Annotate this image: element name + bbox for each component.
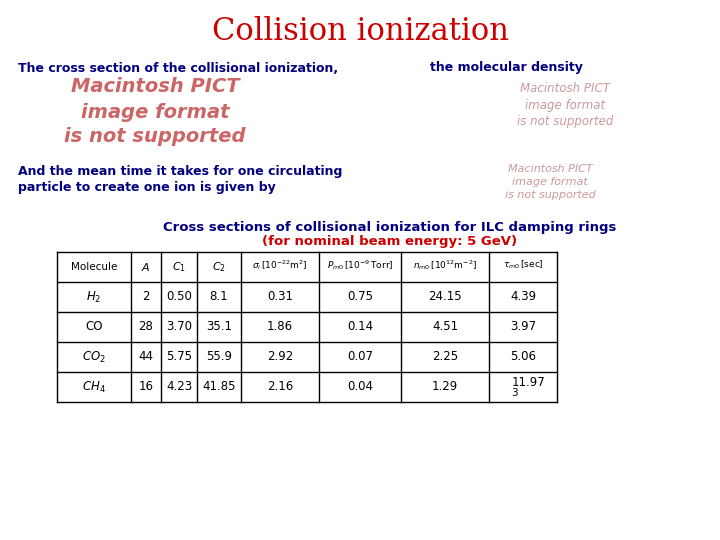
Text: 11.97: 11.97 <box>512 375 546 388</box>
Text: 1.29: 1.29 <box>432 381 458 394</box>
Text: $C_1$: $C_1$ <box>172 260 186 274</box>
Text: 2.92: 2.92 <box>267 350 293 363</box>
Text: 41.85: 41.85 <box>202 381 235 394</box>
Text: 5.75: 5.75 <box>166 350 192 363</box>
Text: 0.14: 0.14 <box>347 321 373 334</box>
Text: 4.39: 4.39 <box>510 291 536 303</box>
Text: $n_{m0}\,[10^{12}{\rm m}^{-2}]$: $n_{m0}\,[10^{12}{\rm m}^{-2}]$ <box>413 258 477 272</box>
Text: the molecular density: the molecular density <box>430 62 583 75</box>
Text: Macintosh PICT
image format
is not supported: Macintosh PICT image format is not suppo… <box>505 164 595 200</box>
Text: 55.9: 55.9 <box>206 350 232 363</box>
Text: $CO_2$: $CO_2$ <box>82 349 106 364</box>
Text: CO: CO <box>85 321 103 334</box>
Text: 0.50: 0.50 <box>166 291 192 303</box>
Text: And the mean time it takes for one circulating: And the mean time it takes for one circu… <box>18 165 343 179</box>
Text: 4.51: 4.51 <box>432 321 458 334</box>
Text: 2: 2 <box>143 291 150 303</box>
Text: 3.97: 3.97 <box>510 321 536 334</box>
Text: 0.75: 0.75 <box>347 291 373 303</box>
Text: 24.15: 24.15 <box>428 291 462 303</box>
Text: 4.23: 4.23 <box>166 381 192 394</box>
Text: $A$: $A$ <box>141 261 150 273</box>
Text: 28: 28 <box>138 321 153 334</box>
Text: 3: 3 <box>510 388 517 398</box>
Text: $P_{m0}\,[10^{-9}\,{\rm Torr}]$: $P_{m0}\,[10^{-9}\,{\rm Torr}]$ <box>327 258 393 272</box>
Text: Cross sections of collisional ionization for ILC damping rings: Cross sections of collisional ionization… <box>163 220 617 233</box>
Text: Collision ionization: Collision ionization <box>212 17 508 48</box>
Text: 5.06: 5.06 <box>510 350 536 363</box>
Text: 35.1: 35.1 <box>206 321 232 334</box>
Text: 0.31: 0.31 <box>267 291 293 303</box>
Text: 0.04: 0.04 <box>347 381 373 394</box>
Text: Macintosh PICT
image format
is not supported: Macintosh PICT image format is not suppo… <box>517 82 613 129</box>
Text: 16: 16 <box>138 381 153 394</box>
Text: particle to create one ion is given by: particle to create one ion is given by <box>18 181 276 194</box>
Text: $H_2$: $H_2$ <box>86 289 102 305</box>
Text: 1.86: 1.86 <box>267 321 293 334</box>
Text: (for nominal beam energy: 5 GeV): (for nominal beam energy: 5 GeV) <box>262 234 518 247</box>
Text: 0.07: 0.07 <box>347 350 373 363</box>
Text: The cross section of the collisional ionization,: The cross section of the collisional ion… <box>18 62 338 75</box>
Text: $C_2$: $C_2$ <box>212 260 226 274</box>
Text: $\sigma_i\,[10^{-22}{\rm m}^2]$: $\sigma_i\,[10^{-22}{\rm m}^2]$ <box>252 258 308 272</box>
Text: 2.25: 2.25 <box>432 350 458 363</box>
Text: 8.1: 8.1 <box>210 291 228 303</box>
Text: Macintosh PICT
image format
is not supported: Macintosh PICT image format is not suppo… <box>64 78 246 146</box>
Text: 2.16: 2.16 <box>267 381 293 394</box>
Text: 3.70: 3.70 <box>166 321 192 334</box>
Text: $\tau_{m0}\,[{\rm sec}]$: $\tau_{m0}\,[{\rm sec}]$ <box>503 259 544 271</box>
Text: 44: 44 <box>138 350 153 363</box>
Text: Molecule: Molecule <box>71 262 117 272</box>
Text: $CH_4$: $CH_4$ <box>82 380 106 395</box>
